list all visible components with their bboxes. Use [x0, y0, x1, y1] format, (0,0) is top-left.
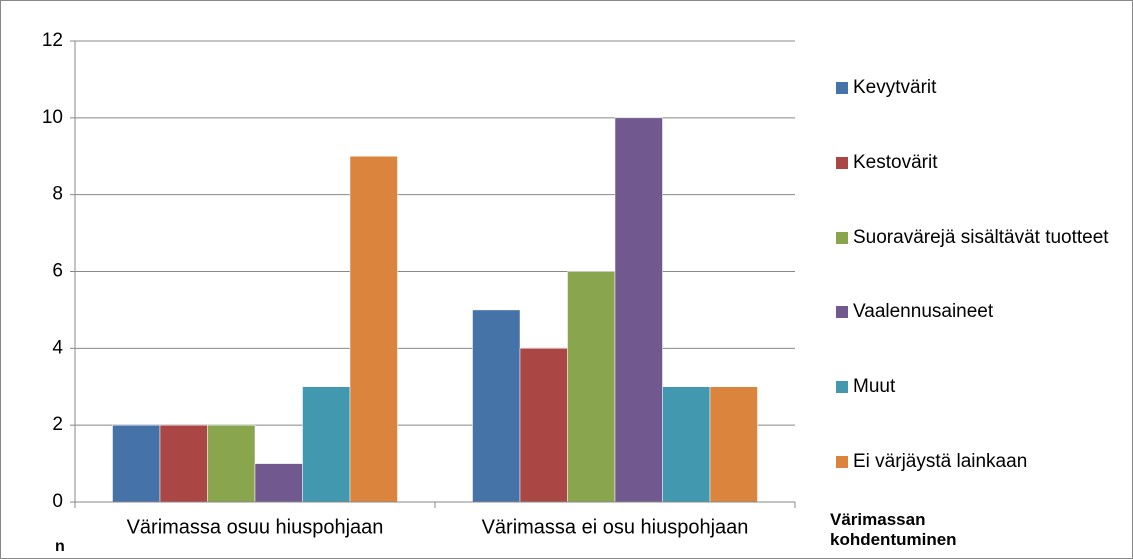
- y-tick-label: 6: [52, 261, 63, 282]
- y-tick-label: 4: [52, 337, 63, 358]
- bar: [349, 156, 398, 503]
- bar: [614, 117, 663, 503]
- legend-label: Kestovärit: [853, 151, 938, 173]
- bar: [254, 463, 303, 503]
- legend-item: Vaalennusaineet: [836, 295, 1126, 329]
- legend-swatch: [836, 156, 848, 169]
- legend-swatch: [836, 231, 848, 244]
- bar: [159, 424, 208, 503]
- legend-item: Muut: [836, 370, 1126, 404]
- legend-label: Vaalennusaineet: [853, 301, 994, 323]
- legend-item: Kevytvärit: [836, 71, 1126, 105]
- legend-label: Muut: [853, 376, 896, 398]
- y-tick-label: 10: [42, 107, 63, 128]
- bar: [302, 386, 351, 503]
- x-tick-label: Värimassa osuu hiuspohjaan: [127, 516, 384, 538]
- legend-item: Ei värjäystä lainkaan: [836, 445, 1126, 479]
- legend-item: Suoravärejä sisältävät tuotteet: [836, 221, 1126, 255]
- bar: [662, 386, 711, 503]
- bar: [709, 386, 758, 503]
- legend-label: Kevytvärit: [853, 77, 937, 98]
- bar: [567, 271, 616, 503]
- bar: [112, 424, 161, 503]
- legend-item: Kestovärit: [836, 146, 1126, 180]
- bar: [207, 424, 256, 503]
- legend-label: Ei värjäystä lainkaan: [853, 451, 1028, 472]
- legend-swatch: [836, 456, 848, 468]
- legend-label: Suoravärejä sisältävät tuotteet: [853, 226, 1109, 248]
- y-tick-label: 0: [52, 491, 63, 512]
- y-tick-label: 12: [42, 30, 63, 51]
- y-tick-label: 8: [52, 184, 63, 205]
- y-tick-label: 2: [52, 414, 63, 435]
- legend-swatch: [836, 381, 848, 394]
- bar: [472, 309, 521, 503]
- x-tick-label: Värimassa ei osu hiuspohjaan: [482, 516, 749, 538]
- legend-swatch: [836, 82, 848, 94]
- y-axis-title: n: [55, 538, 65, 555]
- bar: [519, 348, 568, 503]
- x-axis-title: Värimassan kohdentuminen: [830, 510, 957, 549]
- legend-swatch: [836, 306, 848, 319]
